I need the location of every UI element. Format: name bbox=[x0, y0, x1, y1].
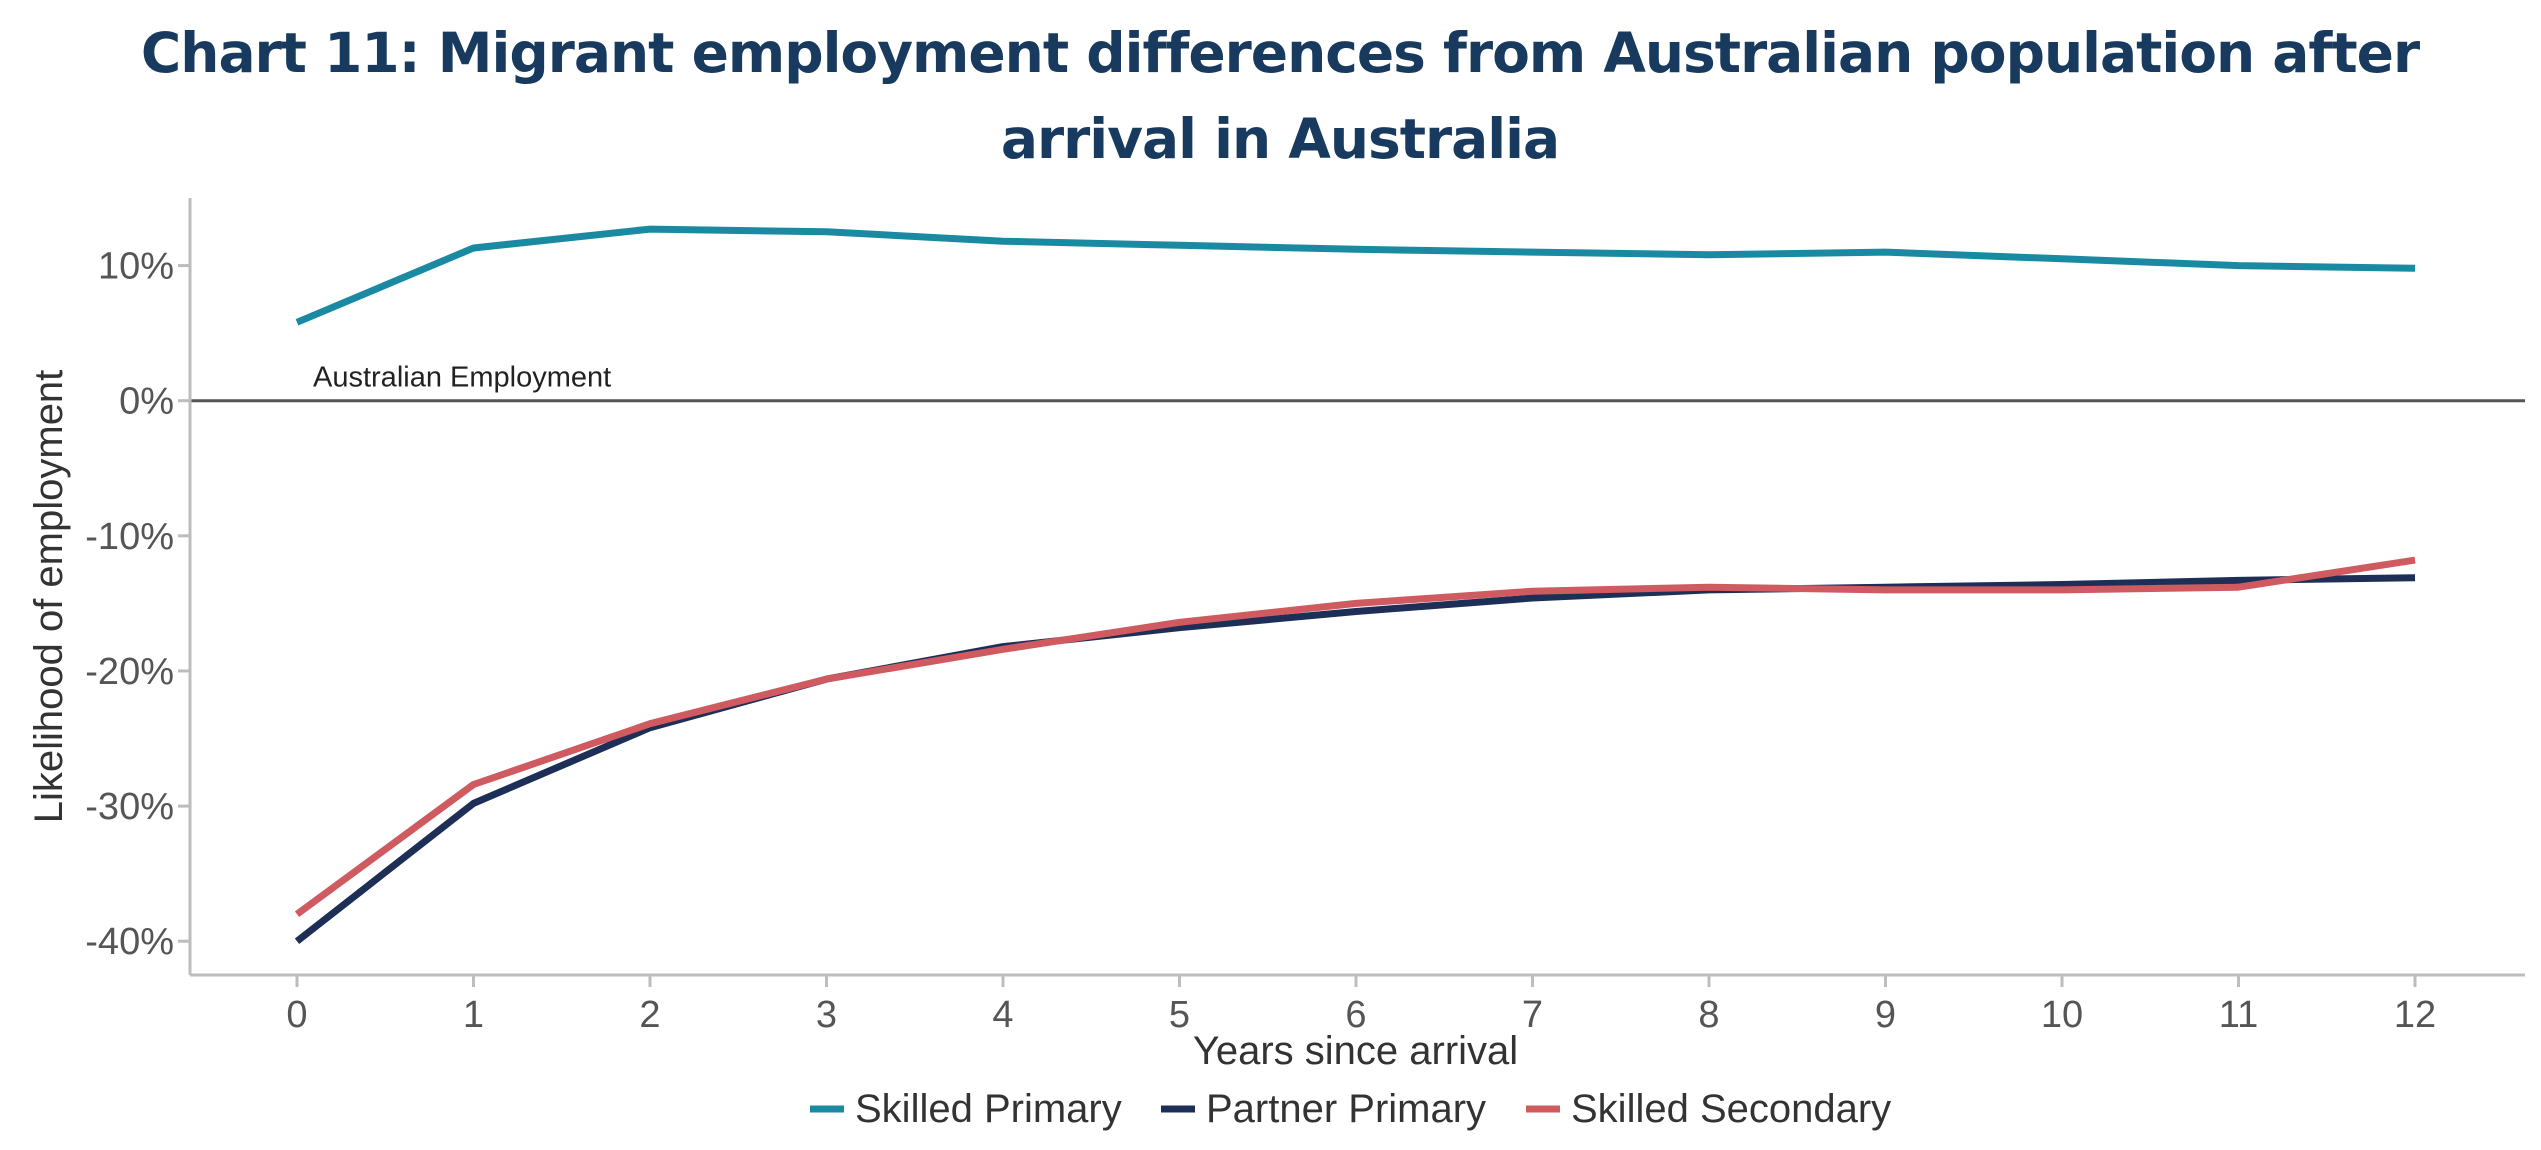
reference-line-label: Australian Employment bbox=[313, 362, 611, 394]
series-skilled-secondary bbox=[294, 556, 2416, 918]
legend-label: Skilled Secondary bbox=[1571, 1087, 1891, 1131]
series-line bbox=[295, 225, 2416, 326]
x-tick-label: 7 bbox=[1522, 994, 1543, 1036]
legend-item: Partner Primary bbox=[1161, 1087, 1486, 1131]
y-tick-label: -20% bbox=[85, 651, 174, 693]
x-tick-label: 8 bbox=[1698, 994, 1719, 1036]
legend-item: Skilled Primary bbox=[810, 1087, 1122, 1131]
x-tick-label: 10 bbox=[2041, 994, 2083, 1036]
legend-item: Skilled Secondary bbox=[1526, 1087, 1891, 1131]
y-tick-label: 10% bbox=[98, 246, 174, 288]
series-lines bbox=[294, 225, 2416, 944]
legend-label: Skilled Primary bbox=[855, 1087, 1122, 1131]
series-skilled-primary bbox=[295, 225, 2416, 326]
x-tick-label: 2 bbox=[639, 994, 660, 1036]
y-tick-label: 0% bbox=[119, 381, 174, 423]
y-tick-label: -30% bbox=[85, 786, 174, 828]
x-tick-label: 11 bbox=[2219, 994, 2258, 1036]
series-line bbox=[294, 574, 2416, 944]
y-axis-title: Likelihood of employment bbox=[27, 370, 71, 824]
x-tick-label: 0 bbox=[286, 994, 307, 1036]
x-tick-label: 6 bbox=[1345, 994, 1366, 1036]
legend-label: Partner Primary bbox=[1206, 1087, 1486, 1131]
x-tick-label: 1 bbox=[463, 994, 484, 1036]
x-tick-label: 12 bbox=[2394, 994, 2436, 1036]
x-tick-label: 5 bbox=[1169, 994, 1190, 1036]
chart-title: Chart 11: Migrant employment differences… bbox=[140, 21, 2420, 171]
x-axis-title: Years since arrival bbox=[1193, 1029, 1518, 1073]
x-tick-label: 3 bbox=[816, 994, 837, 1036]
y-tick-label: -40% bbox=[85, 921, 174, 963]
x-tick-label: 4 bbox=[992, 994, 1013, 1036]
y-tick-label: -10% bbox=[85, 516, 174, 558]
legend: Skilled Primary Partner Primary Skilled Se… bbox=[810, 1087, 1891, 1131]
x-tick-label: 9 bbox=[1875, 994, 1896, 1036]
series-partner-primary bbox=[294, 574, 2416, 944]
